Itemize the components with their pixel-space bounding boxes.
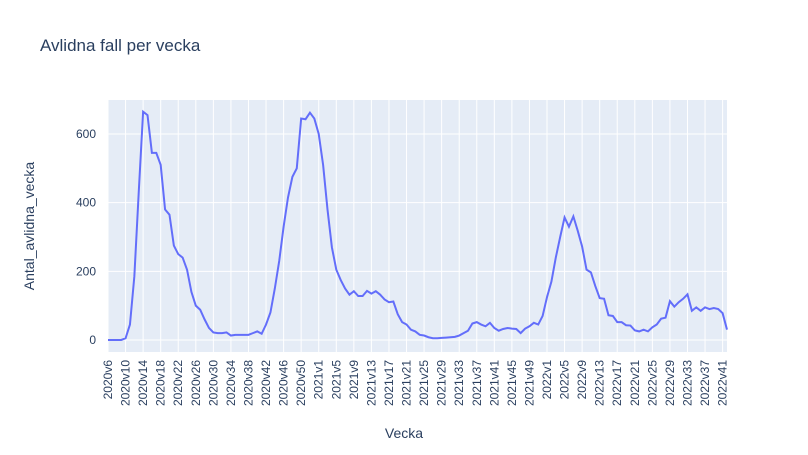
x-tick-label: 2020v38	[241, 360, 255, 406]
x-tick-label: 2021v41	[487, 360, 501, 406]
x-tick-label: 2021v29	[435, 360, 449, 406]
x-tick-label: 2021v33	[452, 360, 466, 406]
x-tick-label: 2020v46	[277, 360, 291, 406]
x-tick-label: 2021v9	[347, 360, 361, 400]
chart-title: Avlidna fall per vecka	[40, 36, 201, 55]
x-tick-label: 2020v18	[154, 360, 168, 406]
x-tick-label: 2021v25	[417, 360, 431, 406]
x-tick-label: 2022v1	[540, 360, 554, 400]
y-tick-label: 400	[76, 196, 96, 210]
x-tick-label: 2020v50	[294, 360, 308, 406]
line-series	[108, 109, 728, 341]
x-tick-label: 2021v45	[505, 360, 519, 406]
plot-area	[108, 100, 727, 352]
x-tick-label: 2022v25	[645, 360, 659, 406]
x-tick-label: 2020v26	[189, 360, 203, 406]
x-tick-label: 2021v1	[312, 360, 326, 400]
x-tick-label: 2021v49	[522, 360, 536, 406]
x-tick-label: 2020v30	[206, 360, 220, 406]
x-tick-label: 2021v21	[400, 360, 414, 406]
x-tick-label: 2020v6	[101, 360, 115, 400]
x-tick-label: 2022v37	[698, 360, 712, 406]
y-tick-label: 0	[89, 333, 96, 347]
x-tick-label: 2022v5	[558, 360, 572, 400]
x-tick-label: 2021v13	[364, 360, 378, 406]
x-tick-label: 2021v5	[329, 360, 343, 400]
x-tick-label: 2022v17	[610, 360, 624, 406]
x-tick-label: 2021v17	[382, 360, 396, 406]
x-tick-label: 2022v33	[680, 360, 694, 406]
x-tick-label: 2020v10	[119, 360, 133, 406]
x-tick-label: 2020v22	[171, 360, 185, 406]
x-tick-label: 2022v9	[575, 360, 589, 400]
x-tick-label: 2020v42	[259, 360, 273, 406]
x-tick-label: 2020v34	[224, 360, 238, 406]
y-tick-label: 600	[76, 127, 96, 141]
x-axis-title: Vecka	[385, 425, 423, 441]
x-tick-label: 2022v21	[628, 360, 642, 406]
y-tick-label: 200	[76, 264, 96, 278]
x-tick-label: 2022v41	[716, 360, 730, 406]
y-axis-title: Antal_avlidna_vecka	[21, 162, 37, 291]
x-tick-label: 2021v37	[470, 360, 484, 406]
x-tick-label: 2022v13	[593, 360, 607, 406]
x-tick-label: 2022v29	[663, 360, 677, 406]
x-tick-label: 2020v14	[136, 360, 150, 406]
